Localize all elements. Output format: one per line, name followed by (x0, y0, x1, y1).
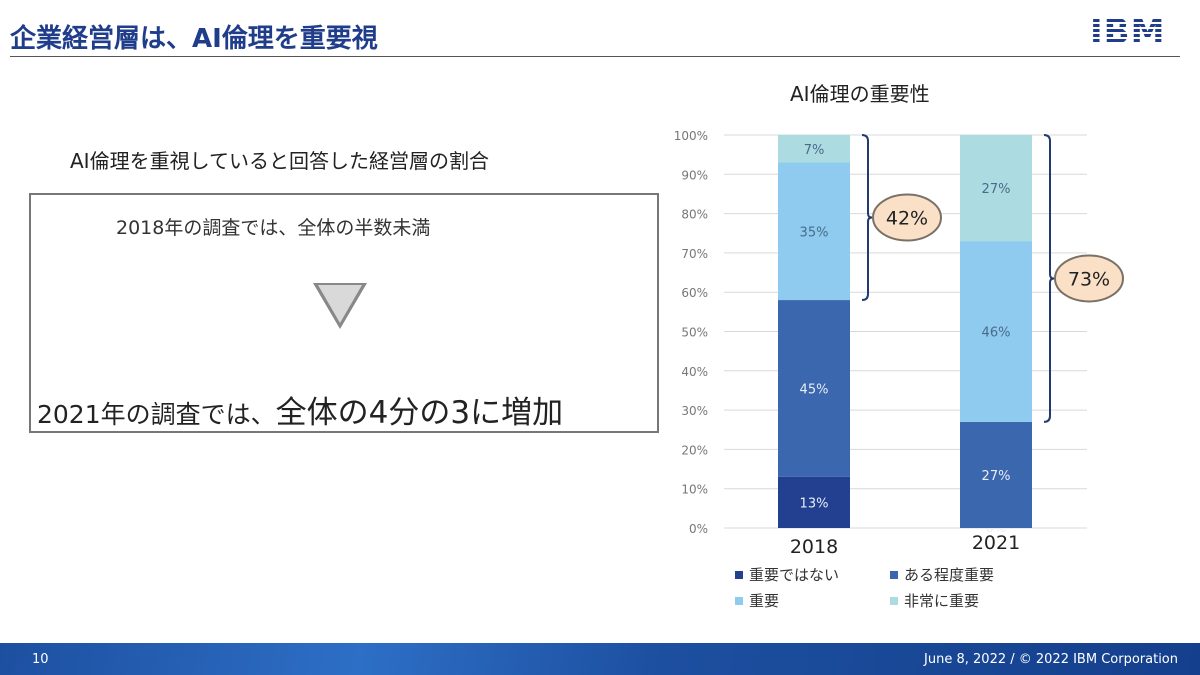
slide-title: 企業経営層は、AI倫理を重要視 (10, 24, 378, 54)
legend-swatch (735, 571, 743, 579)
y-tick-label: 80% (681, 208, 708, 222)
y-tick-label: 40% (681, 365, 708, 379)
data-label: 13% (800, 496, 829, 511)
data-label: 27% (982, 469, 1011, 484)
page-number: 10 (32, 652, 49, 667)
callout-label: 42% (886, 208, 928, 230)
data-label: 45% (800, 382, 829, 397)
bar-segment (960, 135, 1032, 242)
y-tick-label: 90% (681, 168, 708, 182)
legend-swatch (735, 597, 743, 605)
y-tick-label: 70% (681, 247, 708, 261)
title-divider (10, 56, 1180, 57)
legend-label: ある程度重要 (904, 566, 994, 584)
callout-bubble (872, 193, 942, 242)
legend-label: 非常に重要 (904, 592, 979, 610)
left-subtitle: AI倫理を重視していると回答した経営層の割合 (70, 149, 489, 173)
y-tick-label: 0% (689, 522, 708, 536)
summary-box: 2018年の調査では、全体の半数未満 2021年の調査では、全体の4分の3に増加 (29, 193, 659, 433)
data-label: 46% (982, 326, 1011, 341)
summary-2018: 2018年の調査では、全体の半数未満 (116, 217, 431, 239)
y-tick-label: 20% (681, 443, 708, 457)
data-label: 27% (982, 182, 1011, 197)
summary-2021-highlight: 全体の4分の3に増加 (275, 395, 564, 431)
x-tick-label: 2021 (972, 532, 1020, 554)
copyright: June 8, 2022 / © 2022 IBM Corporation (924, 652, 1178, 667)
bar-segment (778, 300, 850, 477)
y-tick-label: 30% (681, 404, 708, 418)
stacked-bar-chart: 0% 10% 20% 30% 40% 50% 60% 70% 80% 90% 100% 13% 45% 3… (674, 129, 1124, 610)
y-tick-label: 100% (674, 129, 708, 143)
data-label: 7% (804, 143, 825, 158)
ibm-logo: IBM (1090, 14, 1176, 50)
bar-segment (778, 135, 850, 163)
footer-bar: 10 June 8, 2022 / © 2022 IBM Corporation (0, 643, 1200, 675)
bar-segment (960, 421, 1032, 528)
chart-title: AI倫理の重要性 (790, 82, 930, 106)
summary-2021: 2021年の調査では、全体の4分の3に増加 (37, 387, 563, 432)
bar-segment (778, 476, 850, 528)
bar-segment (778, 162, 850, 301)
callout-label: 73% (1068, 268, 1110, 290)
brace (1043, 134, 1055, 423)
x-tick-label: 2018 (790, 536, 838, 558)
legend-swatch (890, 571, 898, 579)
summary-2021-prefix: 2021年の調査では、 (37, 400, 276, 429)
callout-bubble (1054, 254, 1124, 303)
legend-label: 重要 (749, 592, 779, 610)
legend-swatch (890, 597, 898, 605)
y-tick-label: 50% (681, 326, 708, 340)
y-tick-label: 60% (681, 286, 708, 300)
legend-label: 重要ではない (749, 566, 839, 584)
bar-segment (960, 241, 1032, 422)
down-arrow-icon (313, 283, 367, 329)
brace (861, 134, 873, 302)
y-tick-label: 10% (681, 483, 708, 497)
data-label: 35% (800, 225, 829, 240)
